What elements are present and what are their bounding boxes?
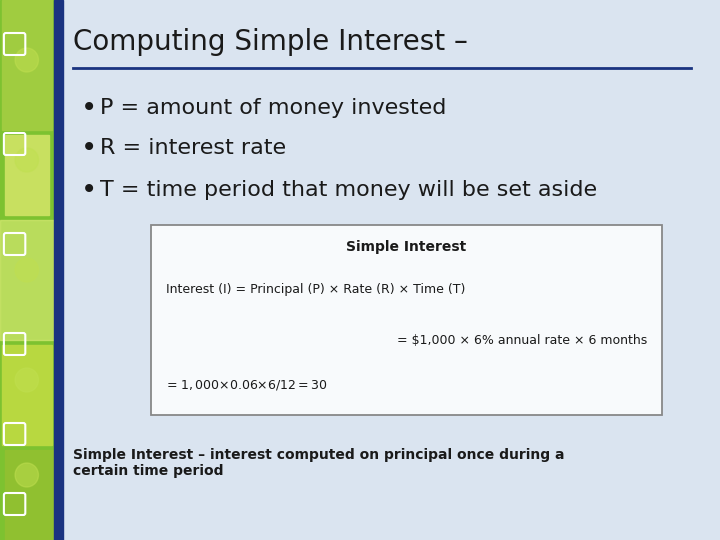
Bar xyxy=(2,345,52,445)
Text: •: • xyxy=(81,94,97,122)
Text: T = time period that money will be set aside: T = time period that money will be set a… xyxy=(100,180,598,200)
Circle shape xyxy=(15,148,38,172)
Bar xyxy=(5,135,49,215)
FancyBboxPatch shape xyxy=(151,225,662,415)
Bar xyxy=(2,0,52,130)
Text: Computing Simple Interest –: Computing Simple Interest – xyxy=(73,28,468,56)
Text: Simple Interest: Simple Interest xyxy=(346,240,467,254)
Text: Simple Interest – interest computed on principal once during a
certain time peri: Simple Interest – interest computed on p… xyxy=(73,448,564,478)
Circle shape xyxy=(15,368,38,392)
Circle shape xyxy=(15,258,38,282)
Text: = $1,000 × 6% annual rate × 6 months: = $1,000 × 6% annual rate × 6 months xyxy=(397,334,647,347)
Text: •: • xyxy=(81,176,97,204)
Bar xyxy=(53,0,63,540)
Text: P = amount of money invested: P = amount of money invested xyxy=(100,98,446,118)
Text: R = interest rate: R = interest rate xyxy=(100,138,287,158)
Text: •: • xyxy=(81,134,97,162)
Text: Interest (I) = Principal (P) × Rate (R) × Time (T): Interest (I) = Principal (P) × Rate (R) … xyxy=(166,284,465,296)
Text: = $1,000 × 0.06 × 6/12 = $30: = $1,000 × 0.06 × 6/12 = $30 xyxy=(166,378,328,392)
Bar xyxy=(0,0,53,540)
Bar xyxy=(5,450,53,540)
Circle shape xyxy=(15,48,38,72)
Bar xyxy=(0,220,53,340)
Circle shape xyxy=(15,463,38,487)
